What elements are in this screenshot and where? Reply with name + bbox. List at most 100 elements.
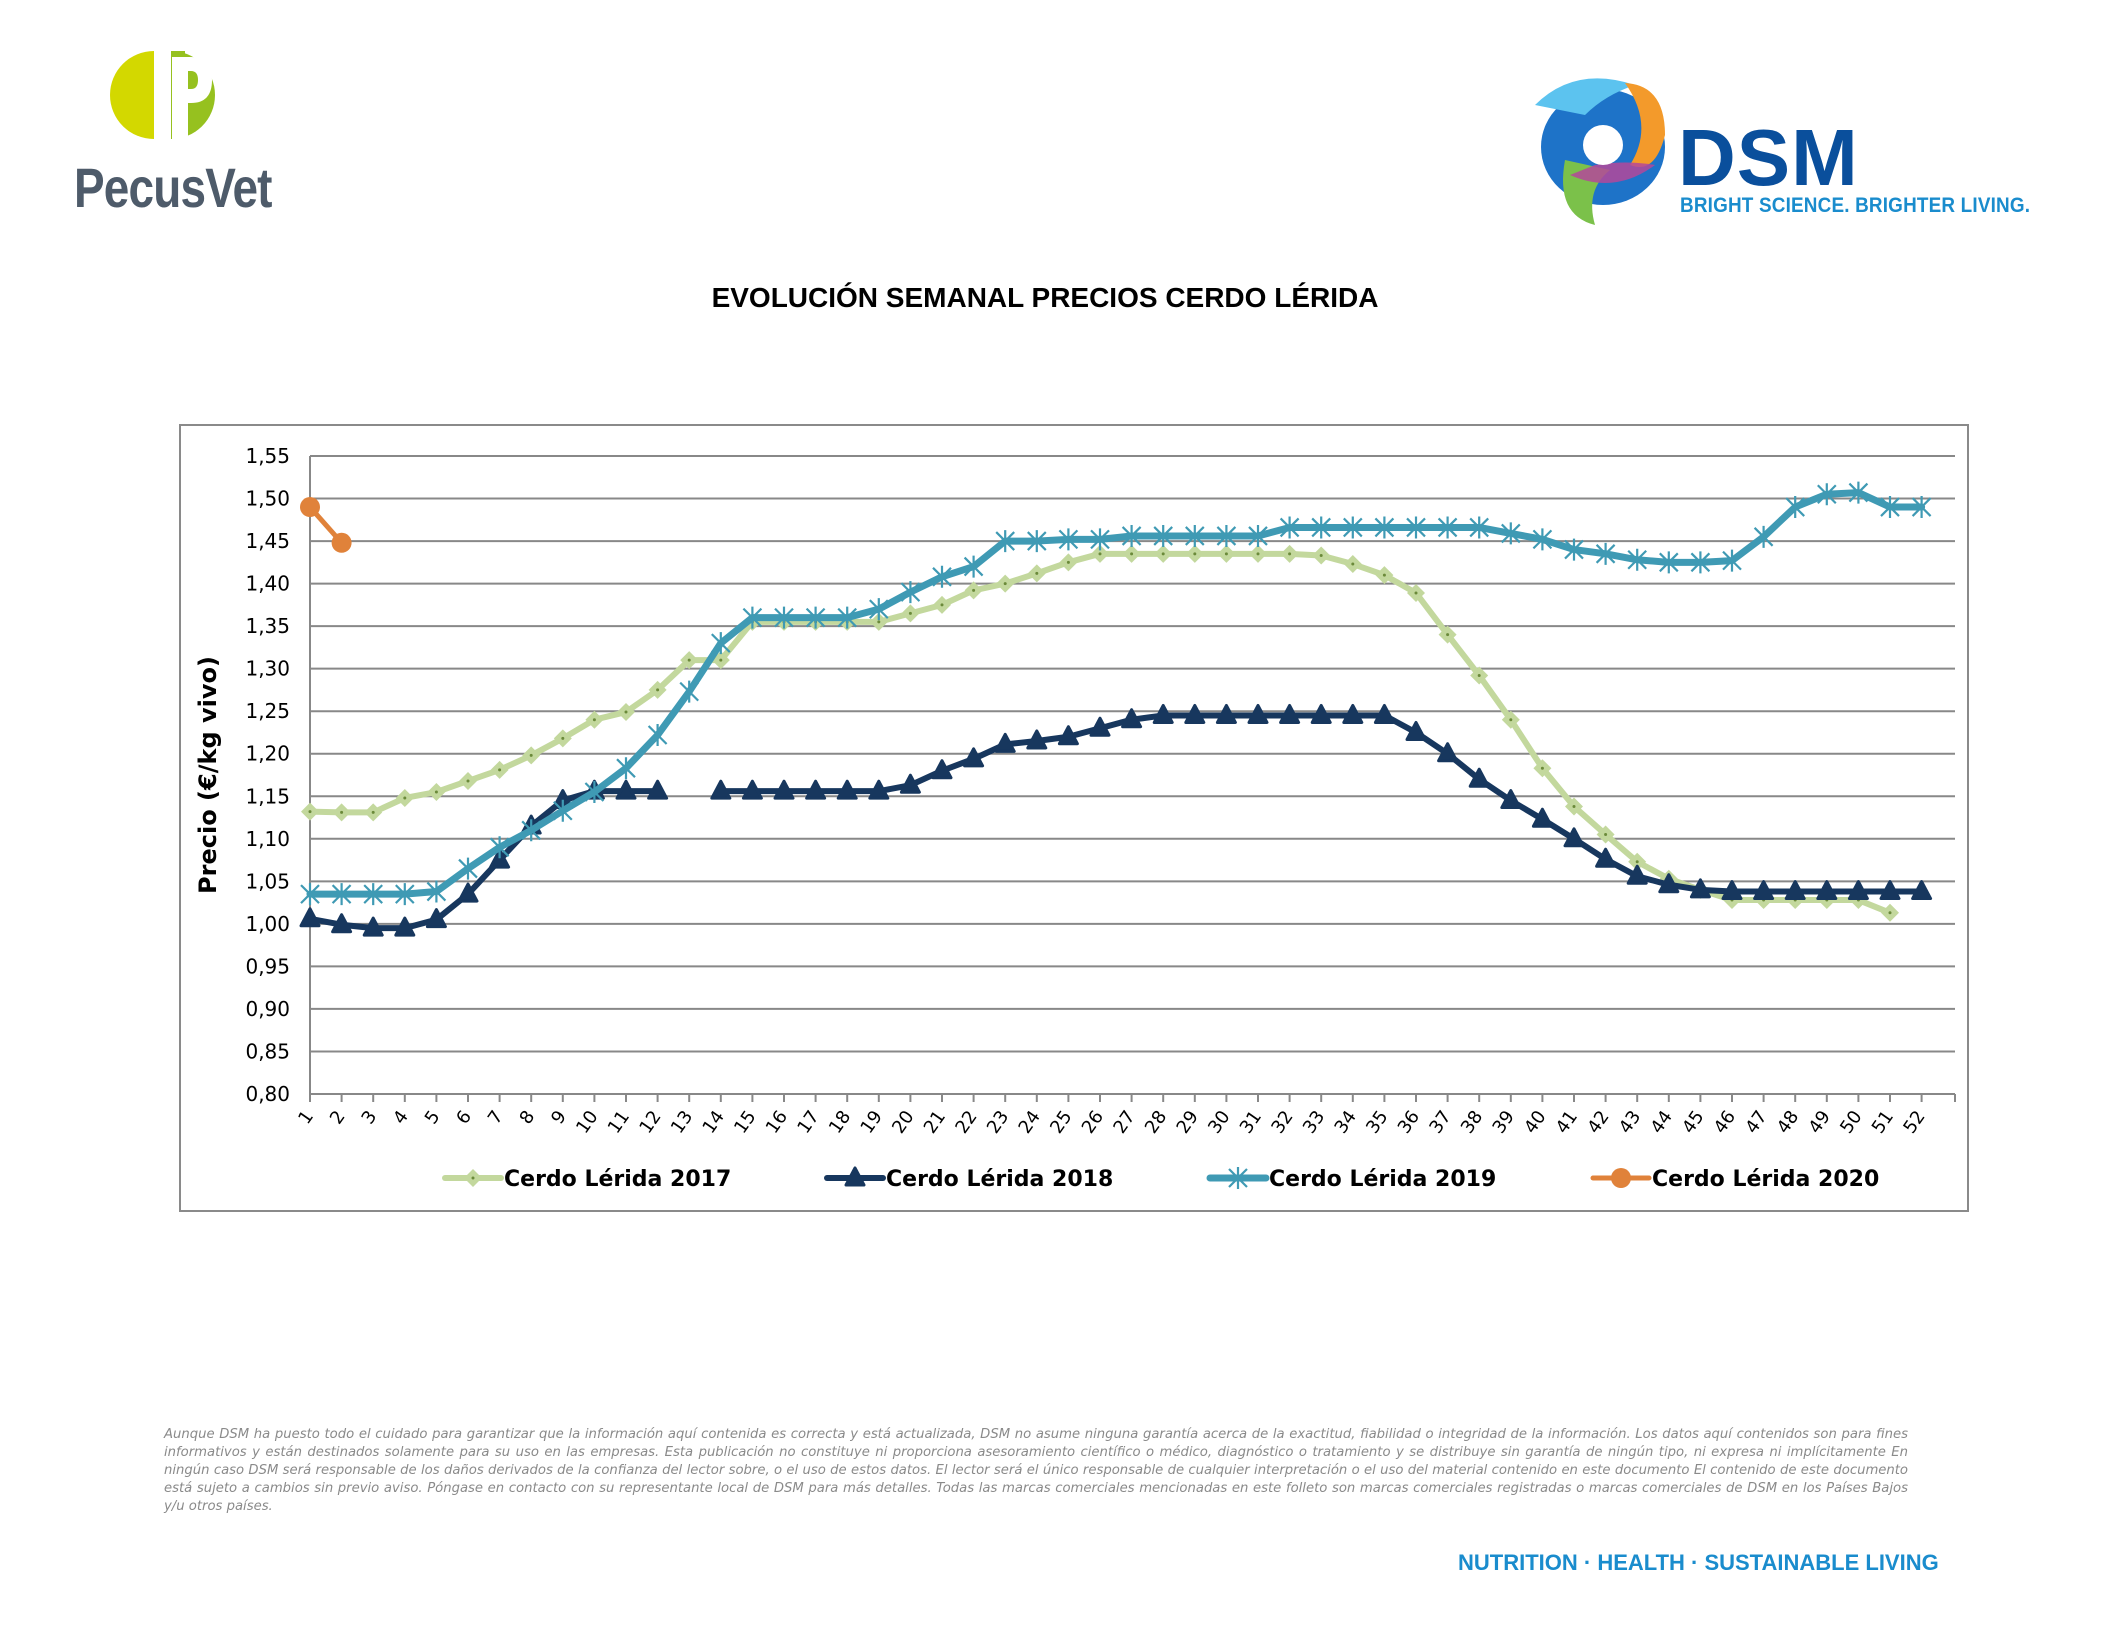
x-tick-label: 7 [484, 1107, 508, 1128]
star-marker [1501, 522, 1521, 545]
y-axis-label: Precio (€/kg vivo) [194, 656, 222, 894]
x-tick-label: 51 [1868, 1107, 1898, 1138]
triangle-marker [331, 913, 353, 934]
legend-label: Cerdo Lérida 2020 [1652, 1167, 1879, 1192]
star-marker [932, 565, 952, 588]
star-marker [869, 598, 889, 621]
star-marker [1911, 496, 1932, 519]
x-tick-label: 37 [1425, 1107, 1455, 1138]
marker-dot [1414, 591, 1418, 595]
x-tick-label: 8 [516, 1107, 540, 1128]
triangle-marker [1468, 767, 1490, 788]
marker-dot [592, 718, 596, 722]
legend-item: Cerdo Lérida 2019 [1206, 1167, 1496, 1192]
star-marker [1437, 516, 1458, 539]
series-group [299, 481, 1933, 937]
star-marker [363, 883, 383, 906]
star-marker [679, 680, 699, 703]
circle-marker [300, 497, 320, 518]
triangle-marker [1911, 880, 1933, 901]
marker-dot [1382, 573, 1386, 577]
x-tick-label: 50 [1836, 1107, 1866, 1138]
marker-dot [1509, 718, 1513, 722]
x-tick-label: 40 [1520, 1107, 1550, 1138]
star-marker [1311, 516, 1331, 539]
y-tick-label: 0,90 [245, 997, 290, 1021]
x-tick-label: 49 [1805, 1107, 1835, 1138]
marker-dot [403, 796, 407, 800]
y-tick-label: 1,20 [245, 742, 290, 766]
triangle-marker [362, 916, 384, 937]
star-marker [331, 883, 352, 906]
triangle-marker [710, 779, 732, 800]
marker-dot [561, 736, 565, 740]
marker-dot [1130, 552, 1134, 556]
star-marker [1058, 528, 1079, 551]
x-tick-label: 6 [452, 1107, 476, 1128]
triangle-marker [741, 779, 763, 800]
x-tick-label: 44 [1647, 1107, 1677, 1138]
marker-dot [1256, 552, 1260, 556]
x-tick-label: 2 [326, 1107, 350, 1128]
marker-dot [1888, 911, 1892, 915]
x-tick-label: 4 [389, 1107, 413, 1128]
x-tick-label: 52 [1899, 1107, 1929, 1138]
x-tick-label: 11 [604, 1107, 634, 1138]
star-marker [995, 530, 1015, 553]
marker-dot [719, 658, 723, 662]
marker-dot [1351, 562, 1355, 566]
y-tick-label: 1,45 [245, 529, 290, 553]
marker-dot [1477, 673, 1481, 677]
x-tick-label: 35 [1362, 1107, 1392, 1138]
triangle-marker [805, 779, 827, 800]
x-tick-label: 9 [547, 1107, 571, 1128]
marker-dot [1066, 560, 1070, 564]
y-tick-label: 1,05 [245, 869, 290, 893]
triangle-marker [1152, 703, 1174, 724]
star-marker [1121, 524, 1142, 547]
star-marker [1343, 516, 1363, 539]
x-tick-label: 46 [1710, 1107, 1740, 1138]
star-marker [584, 781, 605, 804]
star-marker [774, 606, 794, 629]
y-tick-label: 1,55 [245, 444, 290, 468]
triangle-marker [394, 916, 416, 937]
marker-dot [687, 658, 691, 662]
x-tick-label: 38 [1457, 1107, 1487, 1138]
triangle-marker [1026, 729, 1048, 750]
dsm-swirl-icon [1535, 78, 1665, 225]
triangle-marker [1184, 703, 1206, 724]
triangle-marker [1879, 880, 1901, 901]
x-tick-label: 28 [1141, 1107, 1171, 1138]
gridlines [310, 455, 1955, 1095]
marker-dot [1572, 804, 1576, 808]
star-marker [1690, 551, 1711, 574]
triangle-marker [1279, 703, 1301, 724]
triangle-marker [836, 779, 858, 800]
triangle-marker [615, 779, 637, 800]
y-tick-label: 1,50 [245, 487, 290, 511]
triangle-marker [1215, 703, 1237, 724]
x-tick-label: 20 [888, 1107, 918, 1138]
y-tick-label: 0,95 [245, 954, 290, 978]
star-marker [426, 880, 447, 903]
x-tick-label: 12 [635, 1107, 665, 1138]
marker-dot [340, 810, 344, 814]
star-marker [900, 581, 921, 604]
marker-dot [1003, 582, 1007, 586]
triangle-marker [457, 882, 479, 903]
star-marker [1785, 496, 1805, 519]
circle-marker [1611, 1168, 1631, 1188]
marker-dot [1446, 633, 1450, 637]
triangle-marker [1310, 703, 1332, 724]
x-tick-label: 14 [699, 1107, 729, 1138]
marker-dot [1224, 552, 1228, 556]
star-marker [1848, 481, 1869, 504]
star-marker [1153, 524, 1173, 547]
pecusvet-wordmark: PecusVet [74, 156, 272, 219]
disclaimer-text: Aunque DSM ha puesto todo el cuidado par… [164, 1427, 1908, 1514]
triangle-marker [1847, 880, 1869, 901]
triangle-marker [1689, 878, 1711, 899]
triangle-marker [931, 759, 953, 780]
